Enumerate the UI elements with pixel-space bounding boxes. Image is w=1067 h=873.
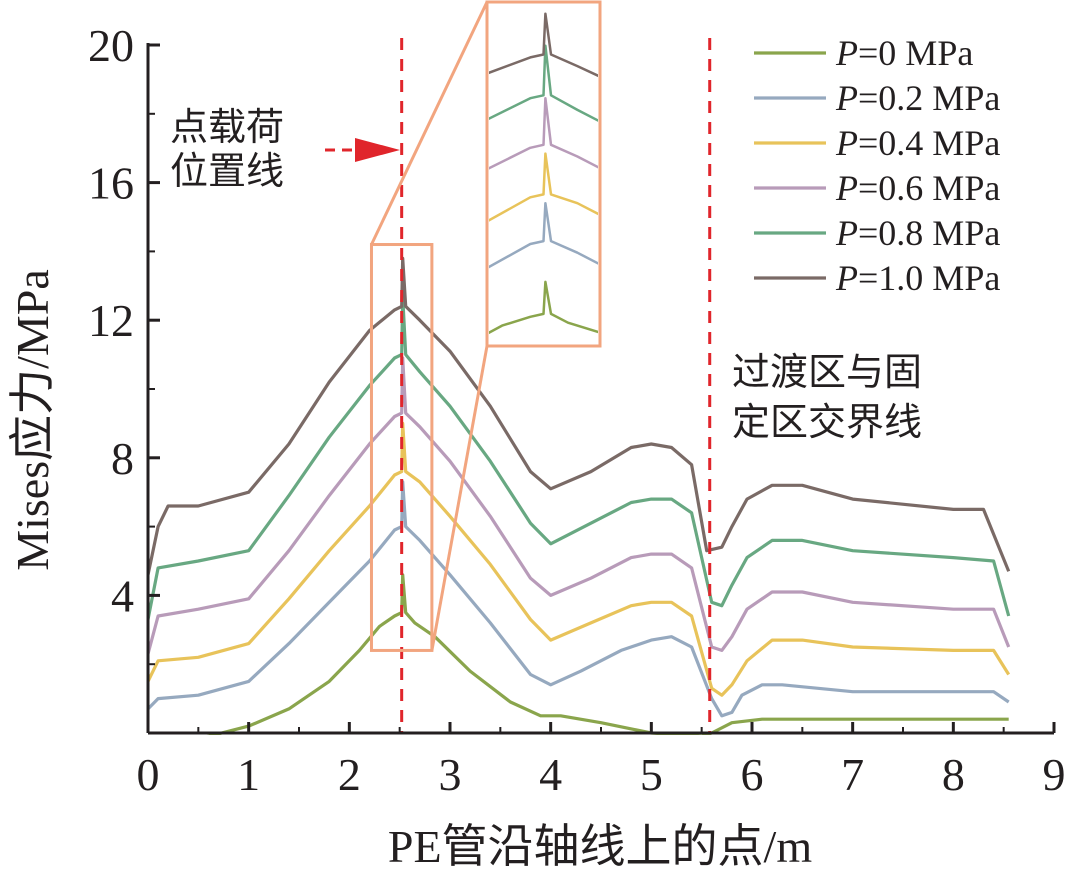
series-layer: [148, 256, 1011, 735]
y-tick-label-0: 4: [111, 570, 134, 621]
series-line-4: [148, 294, 1011, 620]
inset-series-line-0: [489, 280, 598, 335]
legend: P=0 MPa P=0.2 MPa P=0.4 MPa P=0.6 MPa P=0.8 …: [754, 33, 1000, 298]
x-tick-label-1: 1: [237, 749, 260, 800]
x-tick-label-9: 9: [1043, 749, 1066, 800]
y-tick-label-3: 16: [88, 158, 134, 209]
series-line-5: [148, 256, 1011, 576]
inset-series-line-4: [489, 44, 598, 122]
legend-label-4: P=0.8 MPa: [835, 213, 1000, 253]
load-arrow-head: [355, 138, 400, 162]
series-line-0: [206, 573, 1009, 735]
boundary-line-annotation: 过渡区与固定区交界线: [732, 350, 922, 444]
reference-lines: [400, 38, 712, 733]
load-line-annotation: 点载荷位置线: [170, 105, 284, 193]
y-tick-label-1: 8: [111, 433, 134, 484]
inset-series-line-3: [489, 96, 598, 170]
x-tick-label-6: 6: [741, 749, 764, 800]
legend-label-5: P=1.0 MPa: [835, 258, 1000, 298]
inset-connector-bottom: [430, 345, 489, 651]
inset-source-box: [369, 243, 434, 652]
inset-connector-top: [370, 1, 489, 246]
x-tick-label-5: 5: [640, 749, 663, 800]
x-tick-label-2: 2: [338, 749, 361, 800]
x-tick-label-4: 4: [539, 749, 562, 800]
inset-series-line-5: [489, 12, 598, 78]
legend-label-0: P=0 MPa: [835, 33, 973, 73]
x-tick-label-0: 0: [137, 749, 160, 800]
legend-label-1: P=0.2 MPa: [835, 78, 1000, 118]
x-tick-label-8: 8: [942, 749, 965, 800]
legend-label-3: P=0.6 MPa: [835, 168, 1000, 208]
series-line-3: [148, 356, 1011, 655]
series-line-2: [148, 421, 1011, 697]
x-axis-title: PE管沿轴线上的点/m: [388, 821, 812, 872]
y-tick-label-4: 20: [88, 20, 134, 71]
y-tick-label-2: 12: [88, 295, 134, 346]
inset-series-line-1: [489, 201, 598, 269]
inset-series-line-2: [489, 152, 598, 222]
y-axis-title: Mises应力/MPa: [7, 269, 58, 571]
x-tick-label-7: 7: [841, 749, 864, 800]
inset-zoom: [369, 0, 602, 652]
series-line-1: [148, 480, 1010, 718]
legend-label-2: P=0.4 MPa: [835, 123, 1000, 163]
x-tick-label-3: 3: [439, 749, 462, 800]
